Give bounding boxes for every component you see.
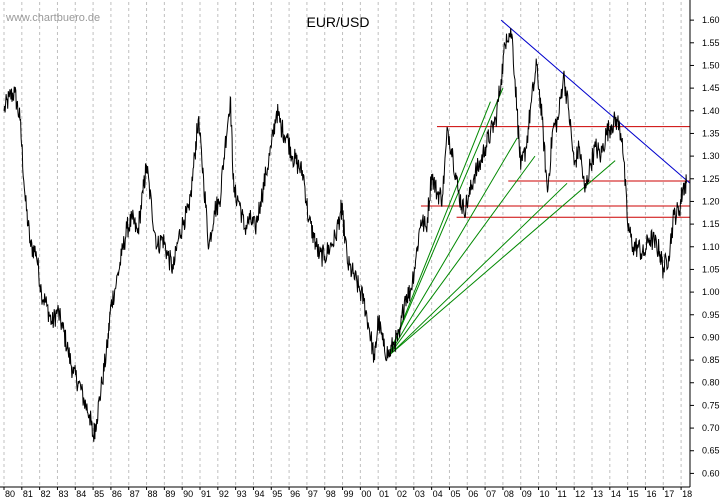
- series-layer: [3, 28, 687, 442]
- downtrend-line: [500, 19, 691, 184]
- y-tick-label-0.90: 0.90: [702, 332, 720, 342]
- fan-line-1: [388, 87, 504, 356]
- y-tick-label-1.10: 1.10: [702, 242, 720, 252]
- y-tick-label-1.35: 1.35: [702, 128, 720, 138]
- y-tick-label-1.45: 1.45: [702, 83, 720, 93]
- y-tick-label-1.55: 1.55: [702, 38, 720, 48]
- y-tick-label-1.50: 1.50: [702, 60, 720, 70]
- x-tick-label-98: 98: [326, 489, 336, 499]
- x-tick-label-91: 91: [201, 489, 211, 499]
- x-tick-label-00: 00: [361, 489, 371, 499]
- grid-layer: [3, 2, 682, 487]
- x-tick-label-16: 16: [646, 489, 656, 499]
- x-tick-label-10: 10: [540, 489, 550, 499]
- price-series-line: [3, 28, 687, 442]
- y-tick-label-1.15: 1.15: [702, 219, 720, 229]
- y-tick-label-1.20: 1.20: [702, 196, 720, 206]
- x-tick-label-89: 89: [165, 489, 175, 499]
- x-tick-label-87: 87: [130, 489, 140, 499]
- watermark: www.chartbuero.de: [5, 12, 100, 24]
- x-tick-label-88: 88: [148, 489, 158, 499]
- fan-line-0: [388, 101, 491, 356]
- x-tick-label-03: 03: [415, 489, 425, 499]
- fan-line-5: [388, 160, 616, 356]
- x-tick-label-90: 90: [183, 489, 193, 499]
- y-tick-label-0.75: 0.75: [702, 400, 720, 410]
- y-tick-label-0.65: 0.65: [702, 446, 720, 456]
- x-tick-label-85: 85: [94, 489, 104, 499]
- x-tick-label-80: 80: [5, 489, 15, 499]
- x-tick-label-84: 84: [76, 489, 86, 499]
- x-tick-label-12: 12: [575, 489, 585, 499]
- fan-line-2: [388, 137, 518, 356]
- y-tick-label-0.95: 0.95: [702, 310, 720, 320]
- y-tick-label-1.30: 1.30: [702, 151, 720, 161]
- x-tick-label-09: 09: [522, 489, 532, 499]
- x-tick-label-08: 08: [504, 489, 514, 499]
- x-tick-labels: 80 81 82 83 84 85 86 87 88 89 90 91 92 93 94 95 96 97 98 99…: [3, 487, 692, 499]
- x-tick-label-93: 93: [237, 489, 247, 499]
- y-tick-labels: 1.60 1.55 1.50 1.45 1.40 1.35 1.30 1.25 1.20 1.15…: [690, 15, 720, 478]
- x-tick-label-99: 99: [344, 489, 354, 499]
- x-tick-label-04: 04: [433, 489, 443, 499]
- x-tick-label-83: 83: [58, 489, 68, 499]
- fan-line-4: [388, 182, 568, 356]
- x-tick-label-01: 01: [379, 489, 389, 499]
- x-tick-label-13: 13: [593, 489, 603, 499]
- y-tick-label-0.80: 0.80: [702, 378, 720, 388]
- y-tick-label-1.00: 1.00: [702, 287, 720, 297]
- chart-title: EUR/USD: [306, 14, 369, 30]
- x-tick-label-02: 02: [397, 489, 407, 499]
- x-tick-label-81: 81: [23, 489, 33, 499]
- x-tick-label-11: 11: [557, 489, 566, 499]
- y-tick-label-0.60: 0.60: [702, 468, 720, 478]
- x-tick-label-17: 17: [664, 489, 674, 499]
- x-tick-label-06: 06: [468, 489, 478, 499]
- x-tick-label-96: 96: [290, 489, 300, 499]
- x-tick-label-07: 07: [486, 489, 496, 499]
- y-tick-label-1.05: 1.05: [702, 264, 720, 274]
- x-tick-label-15: 15: [629, 489, 639, 499]
- x-tick-label-94: 94: [254, 489, 264, 499]
- x-tick-label-05: 05: [450, 489, 460, 499]
- x-tick-label-18: 18: [682, 489, 692, 499]
- x-tick-label-97: 97: [308, 489, 318, 499]
- x-tick-label-95: 95: [272, 489, 282, 499]
- fan-line-3: [388, 155, 536, 356]
- y-tick-label-0.70: 0.70: [702, 423, 720, 433]
- x-tick-label-14: 14: [611, 489, 621, 499]
- x-tick-label-82: 82: [41, 489, 51, 499]
- y-tick-label-1.25: 1.25: [702, 174, 720, 184]
- x-tick-label-86: 86: [112, 489, 122, 499]
- x-tick-label-92: 92: [219, 489, 229, 499]
- y-tick-label-0.85: 0.85: [702, 355, 720, 365]
- y-tick-label-1.60: 1.60: [702, 15, 720, 25]
- y-tick-label-1.40: 1.40: [702, 106, 720, 116]
